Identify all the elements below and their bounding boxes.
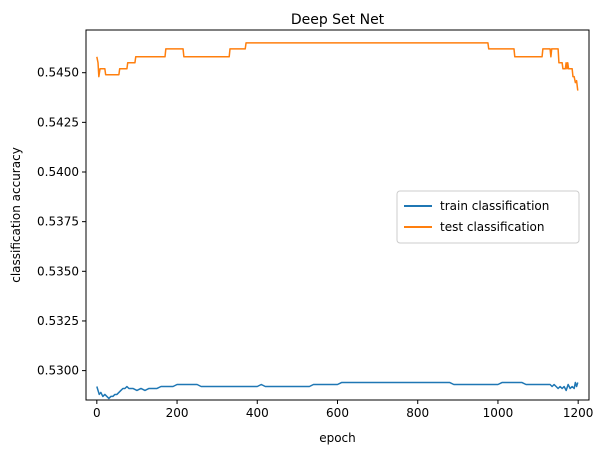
x-tick-label: 200 [166, 406, 189, 420]
y-tick-label: 0.5450 [37, 66, 79, 80]
y-tick-label: 0.5325 [37, 314, 79, 328]
x-axis: 0 200 400 600 800 1000 1200 [93, 400, 593, 420]
x-tick-label: 600 [326, 406, 349, 420]
legend: train classification test classification [396, 190, 580, 244]
chart-title: Deep Set Net [291, 12, 385, 28]
x-axis-label: epoch [319, 431, 356, 445]
legend-label-train: train classification [440, 199, 549, 213]
y-tick-label: 0.5375 [37, 215, 79, 229]
series-line-train [96, 381, 579, 400]
y-tick-label: 0.5400 [37, 165, 79, 179]
legend-box [396, 190, 580, 244]
y-tick-label: 0.5350 [37, 264, 79, 278]
y-axis-label: classification accuracy [9, 147, 23, 283]
x-tick-label: 400 [246, 406, 269, 420]
x-tick-label: 1200 [563, 406, 593, 420]
series-line-test [96, 42, 579, 91]
legend-label-test: test classification [440, 220, 544, 234]
x-tick-label: 1000 [483, 406, 514, 420]
plot-area [96, 42, 579, 400]
x-tick-label: 800 [406, 406, 429, 420]
y-axis: 0.5300 0.5325 0.5350 0.5375 0.5400 0.5425 0.54… [37, 66, 86, 378]
y-tick-label: 0.5425 [37, 115, 79, 129]
x-tick-label: 0 [93, 406, 101, 420]
y-tick-label: 0.5300 [37, 364, 79, 378]
